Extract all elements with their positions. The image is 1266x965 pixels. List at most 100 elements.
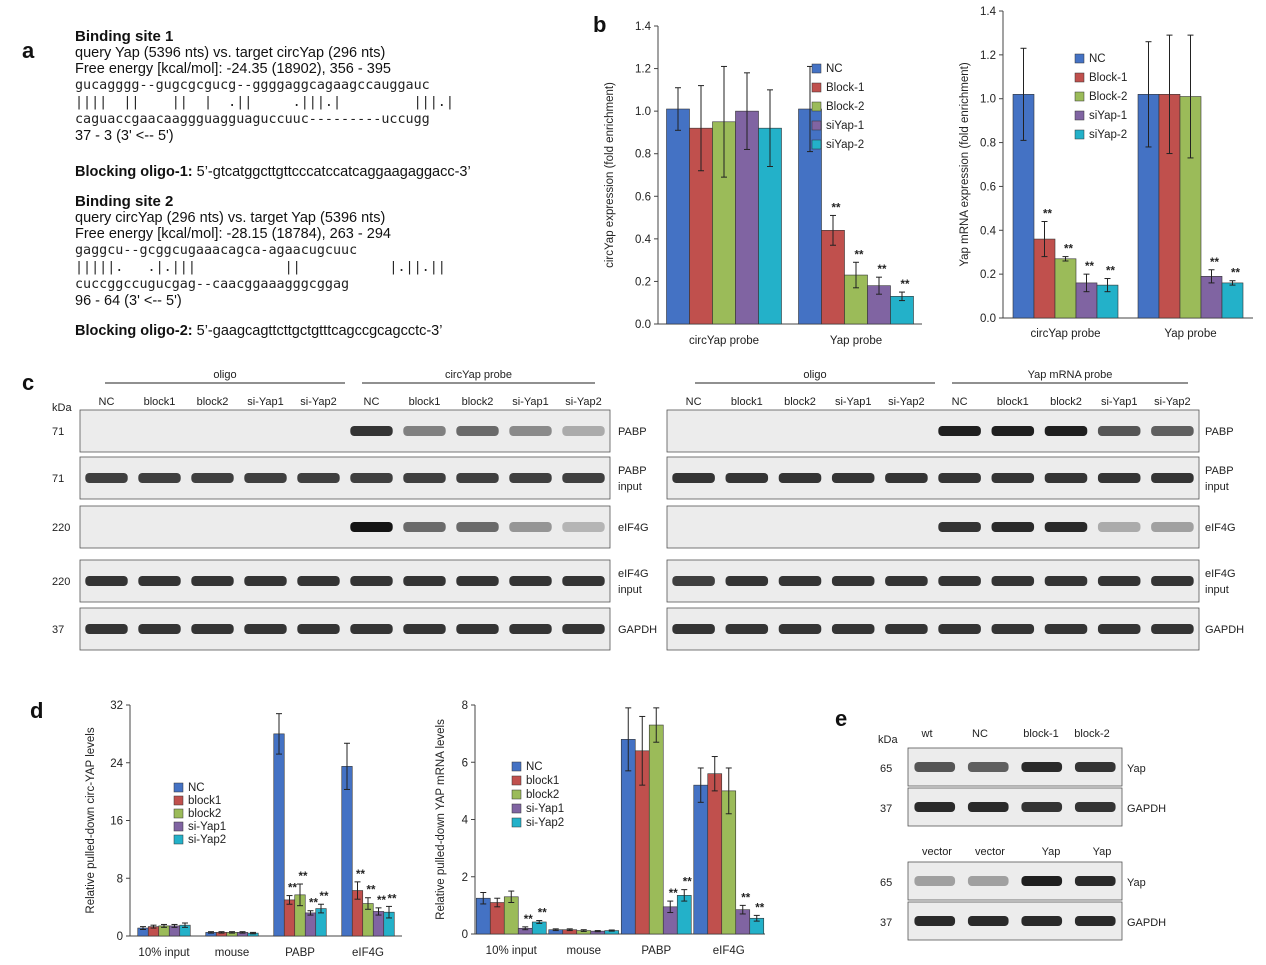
blot-band xyxy=(509,624,552,634)
blot-band xyxy=(1151,426,1194,436)
bar xyxy=(1054,258,1077,319)
lane-label: NC xyxy=(952,396,968,408)
blot-band xyxy=(244,624,287,634)
binding-site-2-seq-bottom: cuccggccugucgag--caacggaaagggcggag xyxy=(75,277,350,292)
blot-row-label: PABP xyxy=(1205,426,1234,438)
legend-swatch xyxy=(173,795,184,806)
blot-row-label-sub: input xyxy=(1205,584,1229,596)
significance-label: ** xyxy=(288,883,297,895)
lane-label: si-Yap2 xyxy=(888,396,924,408)
legend-swatch xyxy=(511,775,522,786)
category-label: Yap probe xyxy=(1164,328,1216,340)
legend-label: si-Yap2 xyxy=(188,834,226,846)
blot-band xyxy=(778,576,822,586)
blocking-oligo-1: Blocking oligo-1: 5’-gtcatggcttgttcccatc… xyxy=(75,164,471,180)
blot-band xyxy=(403,426,446,436)
blot-band xyxy=(1097,576,1141,586)
lane-label: block-1 xyxy=(1023,728,1058,740)
blot-band xyxy=(244,473,287,483)
blot-band xyxy=(914,876,956,886)
chart-b-right: 0.0 0.2 0.4 0.6 0.8 1.0 1.2 1.4 Yap mRNA express… xyxy=(959,6,1253,340)
legend-label: siYap-2 xyxy=(1089,129,1127,141)
y-tick-label: 24 xyxy=(110,758,123,770)
y-tick-label: 8 xyxy=(117,873,123,885)
y-tick-label: 4 xyxy=(462,815,469,827)
chart-d-left: 0 8 16 24 32 Relative pulled-down circ-YAP le… xyxy=(85,700,402,959)
y-tick-label: 1.2 xyxy=(980,50,996,62)
blot-row-label: Yap xyxy=(1127,763,1146,775)
y-tick-label: 0 xyxy=(462,929,468,941)
category-label: 10% input xyxy=(486,945,538,957)
y-tick-label: 1.0 xyxy=(980,94,996,106)
bar xyxy=(693,784,709,935)
blot-band xyxy=(1021,876,1063,886)
lane-label: NC xyxy=(686,396,702,408)
blot-band xyxy=(672,576,715,586)
y-tick-label: 0.4 xyxy=(980,225,997,237)
significance-label: ** xyxy=(1085,261,1094,273)
category-label: eIF4G xyxy=(713,945,745,957)
binding-site-1-pairs: |||| || || | .|| .|||.| |||.| xyxy=(75,95,454,110)
bar xyxy=(666,108,690,325)
blot-band xyxy=(403,576,446,586)
significance-label: ** xyxy=(1210,257,1219,269)
lane-label: si-Yap1 xyxy=(247,396,283,408)
y-tick-label: 1.4 xyxy=(980,6,997,18)
kda-marker: 220 xyxy=(52,522,70,534)
significance-label: ** xyxy=(901,279,910,291)
legend-swatch xyxy=(173,782,184,793)
blot-band xyxy=(1021,916,1063,926)
blot-band xyxy=(350,576,393,586)
binding-site-1-title: Binding site 1 xyxy=(75,28,174,45)
lane-label: si-Yap1 xyxy=(835,396,871,408)
y-tick-label: 32 xyxy=(110,700,123,712)
chart-b-left: 0.0 0.2 0.4 0.6 0.8 1.0 1.2 1.4 circYap expressi… xyxy=(604,21,922,347)
blot-band xyxy=(967,802,1009,812)
binding-site-2-query: query circYap (296 nts) vs. target Yap (… xyxy=(75,210,386,226)
binding-site-2: Binding site 2 query circYap (296 nts) v… xyxy=(75,193,446,309)
blot-band xyxy=(1097,624,1141,634)
legend-swatch xyxy=(511,803,522,814)
binding-site-1: Binding site 1 query Yap (5396 nts) vs. … xyxy=(75,28,454,144)
y-tick-label: 1.0 xyxy=(635,106,651,118)
y-tick-label: 0.6 xyxy=(980,181,996,193)
blot-band xyxy=(672,473,715,483)
significance-label: ** xyxy=(538,908,547,920)
blot-band xyxy=(1044,576,1088,586)
y-tick-label: 6 xyxy=(462,757,468,769)
blot-band xyxy=(297,624,340,634)
group-label-probe: circYap probe xyxy=(445,369,512,381)
blot-row-label: GAPDH xyxy=(1127,803,1166,815)
blot-band xyxy=(191,624,234,634)
category-label: mouse xyxy=(566,945,601,957)
legend-label: siYap-2 xyxy=(826,139,864,151)
kda-label: kDa xyxy=(52,402,72,414)
panel-c-letter: c xyxy=(22,370,35,395)
lane-label: vector xyxy=(975,846,1005,858)
blot-band xyxy=(991,522,1035,532)
lane-label: block1 xyxy=(731,396,763,408)
blot-band xyxy=(456,576,499,586)
blot-band xyxy=(938,624,981,634)
y-tick-label: 0.8 xyxy=(635,149,651,161)
blot-band xyxy=(725,473,769,483)
y-tick-label: 1.4 xyxy=(635,21,652,33)
legend-swatch xyxy=(811,101,822,112)
lane-label: block2 xyxy=(1050,396,1082,408)
category-label: eIF4G xyxy=(352,947,384,959)
kda-marker: 37 xyxy=(880,917,892,929)
blot-band xyxy=(938,426,981,436)
lane-label: wt xyxy=(921,728,933,740)
blot-band xyxy=(85,576,128,586)
binding-site-1-query: query Yap (5396 nts) vs. target circYap … xyxy=(75,45,386,61)
blot-band xyxy=(967,762,1009,772)
blot-band xyxy=(191,576,234,586)
blot-band xyxy=(350,522,393,532)
significance-label: ** xyxy=(388,893,397,905)
blot-band xyxy=(778,473,822,483)
blot-band xyxy=(1151,576,1194,586)
significance-label: ** xyxy=(299,871,308,883)
blot-band xyxy=(350,473,393,483)
legend-label: NC xyxy=(526,761,543,773)
blot-band xyxy=(1074,876,1116,886)
